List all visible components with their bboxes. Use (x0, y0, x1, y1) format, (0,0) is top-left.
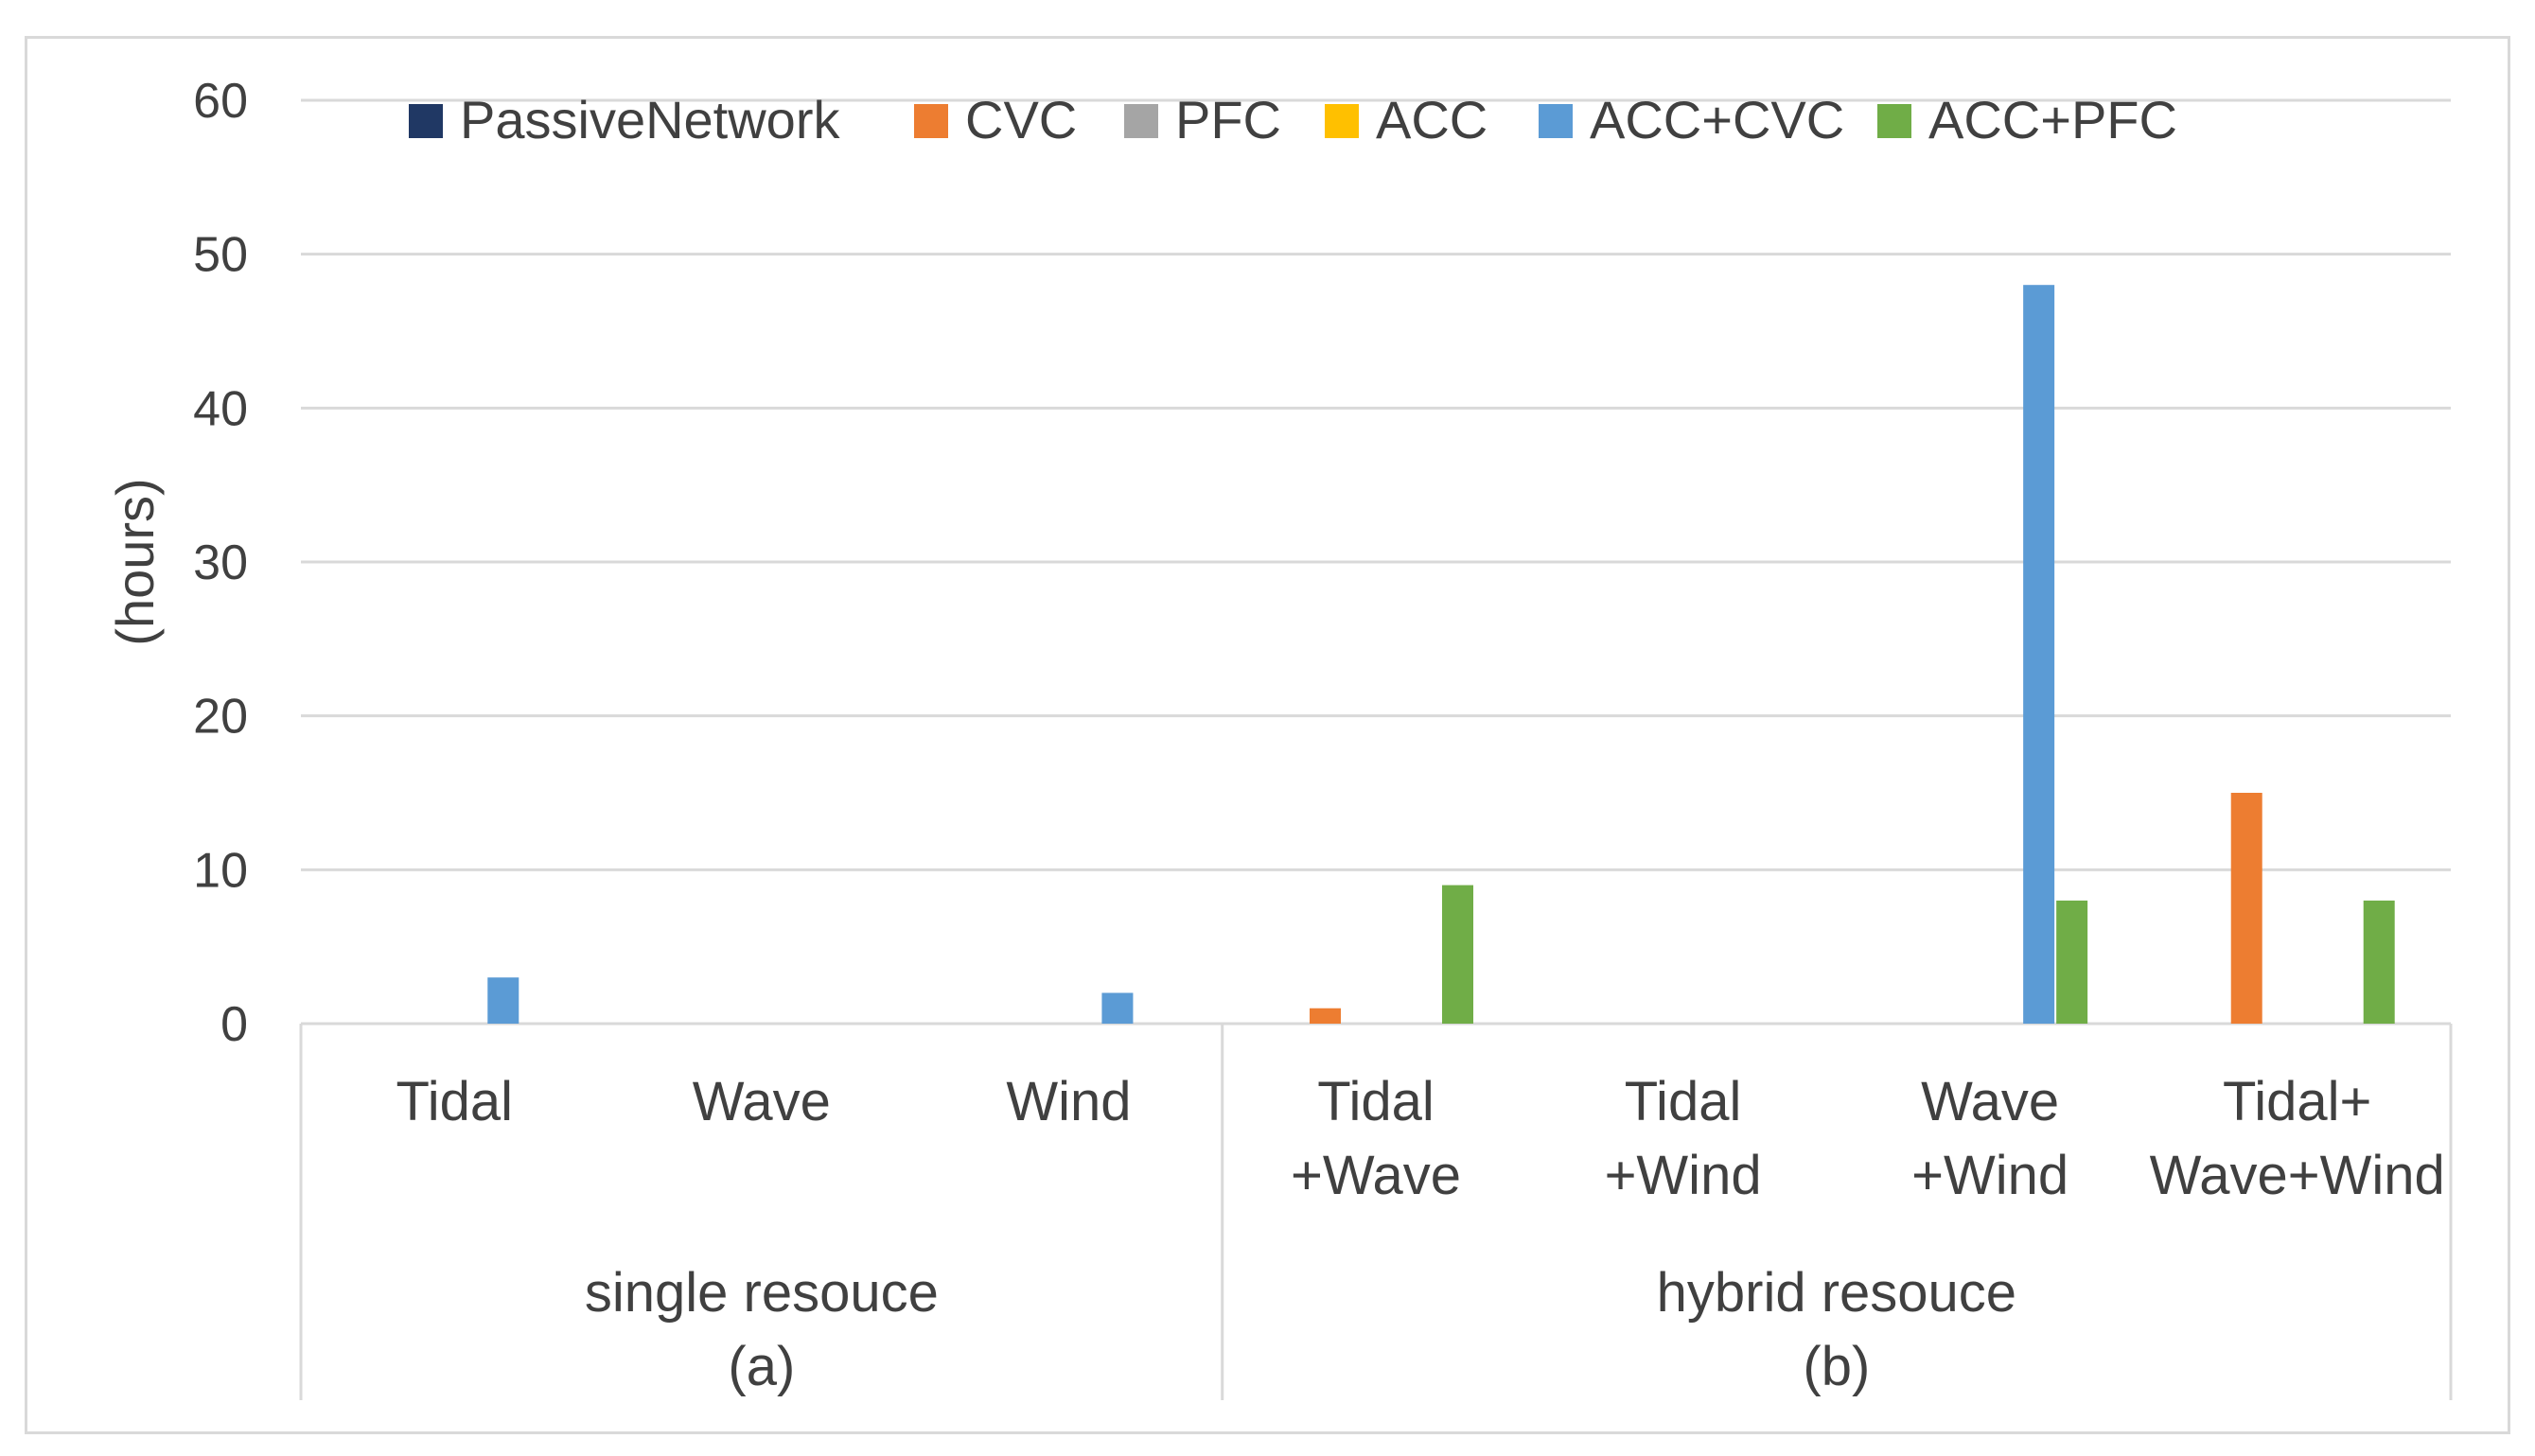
group-label: (a) (728, 1336, 795, 1397)
x-tick-label: Tidal (1625, 1071, 1742, 1132)
bar-acc-pfc (2056, 900, 2088, 1024)
x-tick-label: Tidal+ (2223, 1071, 2371, 1132)
chart-frame (25, 36, 2510, 1434)
x-tick-label: +Wind (1911, 1145, 2068, 1206)
x-tick-label: Wave (1921, 1071, 2059, 1132)
bar-acc-cvc (1101, 992, 1134, 1024)
x-tick-label: Wind (1006, 1071, 1131, 1132)
y-tick-label: 50 (193, 228, 248, 283)
y-tick-label: 60 (193, 74, 248, 129)
legend-label: PassiveNetwork (460, 90, 840, 149)
legend-swatch (1877, 104, 1911, 138)
legend-label: PFC (1175, 90, 1281, 149)
legend-swatch (1325, 104, 1359, 138)
bar-acc-pfc (2363, 900, 2395, 1024)
legend-swatch (1124, 104, 1158, 138)
y-tick-label: 30 (193, 535, 248, 590)
x-tick-label: Tidal (1317, 1071, 1435, 1132)
bar-acc-pfc (1442, 885, 1473, 1024)
bar-acc-cvc (487, 977, 519, 1024)
legend-label: ACC (1376, 90, 1488, 149)
group-label: single resouce (585, 1262, 939, 1324)
legend-label: ACC+PFC (1928, 90, 2177, 149)
legend-label: ACC+CVC (1590, 90, 1844, 149)
group-label: (b) (1803, 1336, 1870, 1397)
bar-cvc (1310, 1008, 1341, 1024)
y-tick-label: 20 (193, 690, 248, 745)
group-label: hybrid resouce (1657, 1262, 2016, 1324)
legend-swatch (914, 104, 948, 138)
bar-cvc (2230, 793, 2262, 1024)
legend-label: CVC (965, 90, 1077, 149)
y-tick-label: 0 (220, 997, 248, 1052)
x-tick-label: +Wind (1605, 1145, 1762, 1206)
legend-swatch (409, 104, 443, 138)
x-tick-label: Wave (693, 1071, 831, 1132)
y-tick-label: 40 (193, 381, 248, 436)
x-tick-label: Wave+Wind (2150, 1145, 2445, 1206)
x-tick-label: +Wave (1291, 1145, 1461, 1206)
y-tick-label: 10 (193, 843, 248, 898)
y-axis-label: (hours) (105, 478, 165, 645)
x-tick-label: Tidal (396, 1071, 514, 1132)
bar-acc-cvc (2023, 285, 2055, 1024)
legend-swatch (1539, 104, 1573, 138)
